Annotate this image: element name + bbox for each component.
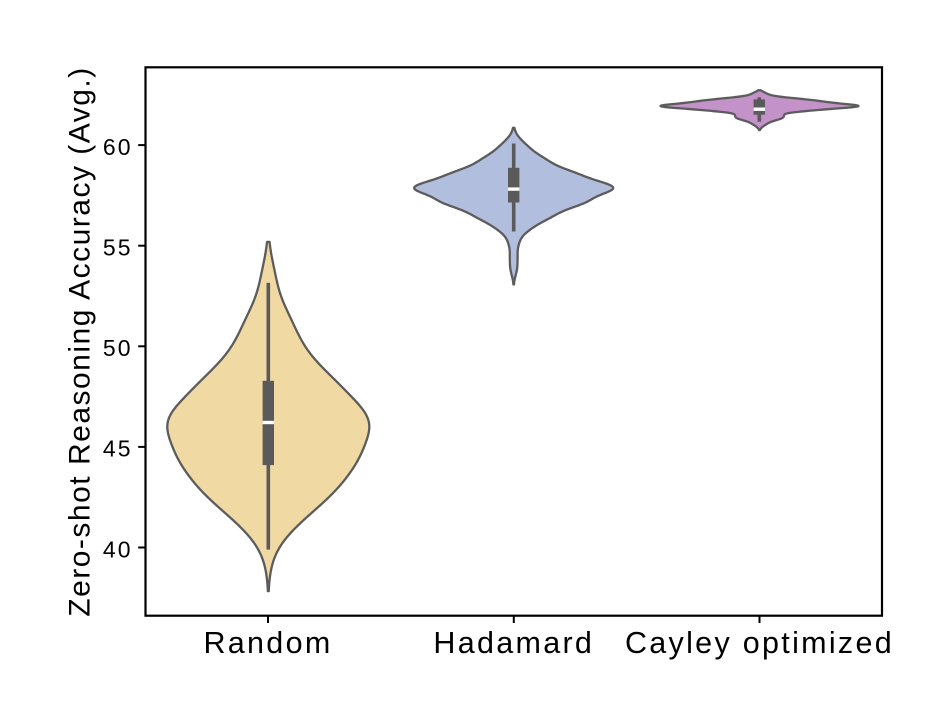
svg-text:45: 45 — [103, 436, 133, 462]
svg-text:55: 55 — [103, 235, 133, 261]
svg-text:Random: Random — [203, 626, 332, 660]
svg-text:50: 50 — [103, 335, 133, 361]
svg-text:Hadamard: Hadamard — [433, 626, 594, 660]
svg-text:Cayley optimized: Cayley optimized — [625, 626, 894, 660]
svg-text:60: 60 — [103, 134, 133, 160]
svg-text:Zero-shot Reasoning Accuracy (: Zero-shot Reasoning Accuracy (Avg.) — [64, 66, 97, 617]
svg-text:40: 40 — [103, 536, 133, 562]
